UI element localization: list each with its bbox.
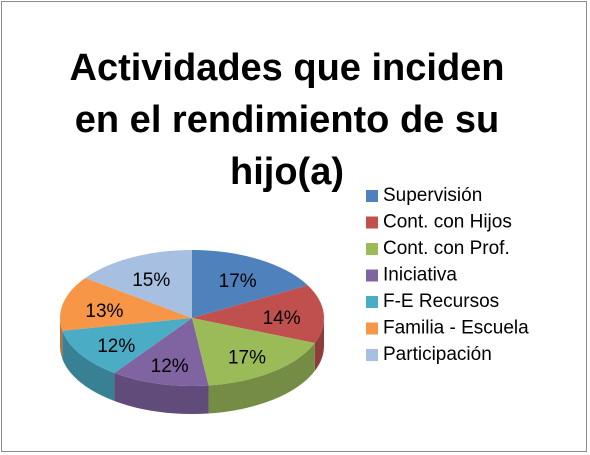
legend-label: Familia - Escuela xyxy=(383,318,529,339)
legend-label: F-E Recursos xyxy=(383,291,499,312)
legend-marker xyxy=(366,243,378,255)
legend-marker xyxy=(366,190,378,202)
pie-slice-side xyxy=(114,373,209,414)
pie-slice-side xyxy=(62,330,115,402)
pie-slice-side xyxy=(60,318,63,359)
legend-label: Cont. con Hijos xyxy=(383,212,512,233)
legend-marker xyxy=(366,349,378,361)
data-label: 13% xyxy=(85,301,123,322)
pie-slice xyxy=(192,250,308,318)
data-label: 12% xyxy=(151,356,189,377)
pie-slice xyxy=(60,278,193,331)
legend-label: Supervisión xyxy=(383,185,482,206)
legend-label: Cont. con Prof. xyxy=(383,238,510,259)
pie-slice xyxy=(114,318,209,386)
data-label: 17% xyxy=(219,271,257,292)
pie-slice xyxy=(192,285,324,344)
data-label: 17% xyxy=(228,348,266,369)
data-label: 12% xyxy=(97,336,135,357)
legend-marker xyxy=(366,216,378,229)
pie-slice xyxy=(192,318,315,386)
legend-marker xyxy=(366,269,378,282)
pie-slice xyxy=(85,250,192,318)
data-label: 14% xyxy=(263,308,301,329)
data-label: 15% xyxy=(132,270,170,291)
legend-marker xyxy=(366,296,378,308)
pie-slice-side xyxy=(314,318,324,372)
pie-slice xyxy=(62,318,193,374)
legend-marker xyxy=(366,322,378,335)
legend-label: Participación xyxy=(383,344,492,365)
legend-label: Iniciativa xyxy=(383,265,457,286)
chart-title: Actividades que inciden en el rendimient… xyxy=(69,47,505,193)
pie-slice-side xyxy=(208,343,315,414)
